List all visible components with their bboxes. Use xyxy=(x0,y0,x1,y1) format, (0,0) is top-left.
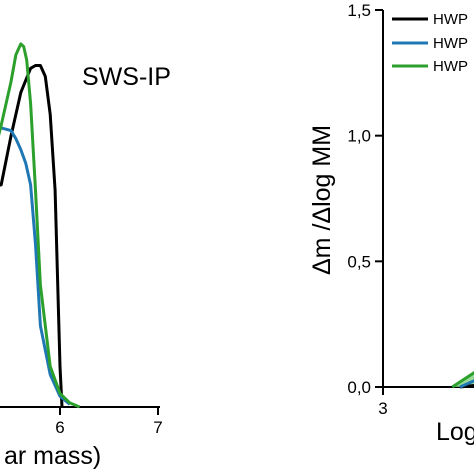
left-x-tick-label-0: 6 xyxy=(55,418,64,437)
left-panel-label: SWS-IP xyxy=(82,63,171,91)
right-y-tick-label-2: 1,0 xyxy=(347,127,371,146)
left-x-axis-label: ar mass) xyxy=(4,442,101,470)
right-y-axis-label: Δm /Δlog MM xyxy=(308,125,336,275)
right-series-line-2 xyxy=(451,371,474,389)
legend-label-2: HWP xyxy=(433,58,468,75)
right-series-group xyxy=(451,371,474,389)
right-x-ticks: 3 xyxy=(378,387,388,418)
legend-label-0: HWP xyxy=(433,11,468,28)
right-y-tick-label-3: 1,5 xyxy=(347,1,371,20)
right-y-tick-label-0: 0,0 xyxy=(347,378,371,397)
right-legend: HWP HWP HWP xyxy=(392,11,468,75)
right-x-tick-label-0: 3 xyxy=(378,399,387,418)
right-y-tick-label-1: 0,5 xyxy=(347,252,371,271)
left-series-line-0 xyxy=(0,64,64,408)
left-x-tick-label-1: 7 xyxy=(153,418,162,437)
right-x-axis-label: Log xyxy=(436,418,474,446)
legend-label-1: HWP xyxy=(433,35,468,52)
left-series-line-2 xyxy=(0,42,81,409)
right-panel: 0,0 0,5 1,0 1,5 3 Δm /Δlog MM Log HWP HWP HWP xyxy=(308,1,474,446)
right-y-ticks: 0,0 0,5 1,0 1,5 xyxy=(347,1,383,397)
right-series-line-0 xyxy=(459,383,474,389)
left-series-group xyxy=(0,42,81,409)
